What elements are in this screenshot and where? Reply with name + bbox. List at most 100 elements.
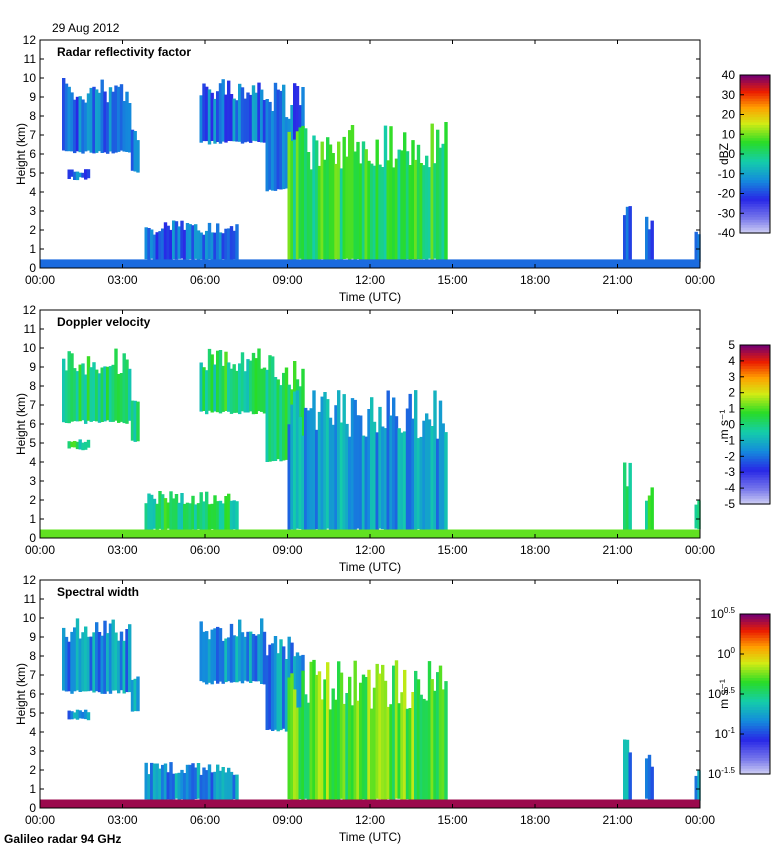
echo-column	[326, 662, 330, 800]
echo-column	[73, 441, 77, 448]
colorbar-unit-label: m s⁻¹	[717, 410, 731, 440]
echo-column	[202, 501, 206, 530]
echo-column	[75, 441, 80, 450]
colorbar-step	[740, 771, 770, 775]
echo-column	[227, 637, 231, 682]
y-tick-label: 8	[29, 379, 36, 393]
colorbar-tick-exponent: -0.5	[721, 686, 735, 695]
colorbar-step	[740, 196, 770, 200]
echo-column	[628, 752, 632, 800]
echo-column	[276, 653, 280, 732]
echo-column	[180, 493, 184, 532]
echo-column	[273, 377, 278, 461]
echo-column	[361, 674, 366, 800]
x-tick-label: 06:00	[190, 813, 220, 827]
echo-column	[416, 438, 421, 529]
echo-column	[383, 680, 388, 801]
echo-column	[414, 670, 418, 803]
echo-column	[694, 504, 698, 529]
echo-column	[251, 352, 256, 415]
echo-column	[78, 439, 82, 450]
echo-column	[282, 372, 286, 461]
echo-column	[119, 631, 124, 691]
y-tick-label: 5	[29, 166, 36, 180]
colorbar-step	[740, 480, 770, 484]
colorbar-step	[740, 140, 770, 144]
x-tick-label: 03:00	[107, 813, 137, 827]
echo-column	[75, 171, 80, 181]
echo-column	[111, 364, 115, 422]
colorbar-step	[740, 619, 770, 623]
colorbar-step	[740, 101, 770, 105]
colorbar-step	[740, 230, 770, 234]
echo-column	[425, 413, 429, 531]
x-tick-label: 18:00	[520, 813, 550, 827]
y-tick-label: 6	[29, 417, 36, 431]
echo-column	[240, 87, 245, 144]
echo-column	[367, 160, 371, 261]
echo-column	[218, 232, 223, 260]
echo-column	[282, 646, 286, 729]
echo-column	[136, 140, 140, 173]
echo-column	[133, 400, 137, 442]
echo-column	[364, 436, 368, 530]
echo-column	[408, 165, 412, 263]
colorbar-step	[740, 180, 770, 184]
echo-column	[205, 770, 209, 801]
colorbar-step	[740, 670, 770, 674]
echo-column	[73, 368, 77, 422]
echo-column	[254, 358, 258, 414]
colorbar-step	[740, 728, 770, 732]
x-tick-label: 00:00	[685, 273, 715, 287]
echo-column	[276, 89, 280, 190]
colorbar-step	[740, 111, 770, 116]
colorbar-step	[740, 654, 770, 658]
echo-column	[345, 156, 349, 259]
echo-column	[375, 663, 379, 799]
echo-column	[345, 423, 349, 530]
colorbar-tick-base: 10	[711, 607, 725, 621]
colorbar-step	[740, 435, 770, 439]
echo-column	[383, 428, 388, 531]
echo-column	[210, 92, 214, 141]
x-tick-label: 18:00	[520, 273, 550, 287]
echo-column	[86, 93, 91, 151]
echo-column	[326, 399, 330, 529]
colorbar-tick-label: -20	[718, 187, 736, 201]
y-tick-label: 1	[29, 512, 36, 526]
colorbar-step	[740, 167, 770, 171]
echo-column	[188, 224, 192, 259]
echo-column	[334, 163, 338, 260]
colorbar-step	[740, 477, 770, 481]
echo-column	[114, 85, 118, 153]
colorbar-step	[740, 90, 770, 94]
colorbar-step	[740, 119, 770, 123]
echo-column	[106, 633, 110, 692]
echo-column	[238, 83, 242, 142]
echo-column	[331, 153, 335, 260]
echo-column	[378, 673, 382, 800]
y-tick-label: 1	[29, 782, 36, 796]
echo-column	[295, 652, 300, 730]
y-tick-label: 5	[29, 436, 36, 450]
echo-column	[158, 231, 162, 260]
echo-column	[224, 351, 228, 411]
echo-column	[95, 622, 99, 692]
y-tick-label: 10	[23, 341, 37, 355]
echo-column	[397, 428, 401, 531]
echo-column	[403, 669, 407, 802]
colorbar-step	[740, 148, 770, 152]
echo-column	[353, 399, 357, 533]
echo-column	[70, 169, 74, 177]
echo-column	[342, 394, 346, 532]
echo-column	[86, 636, 91, 692]
echo-column	[350, 125, 355, 259]
echo-column	[348, 130, 352, 262]
echo-column	[235, 636, 239, 683]
x-tick-label: 00:00	[685, 543, 715, 557]
echo-column	[128, 103, 132, 153]
colorbar-tick-label: 0	[728, 147, 735, 161]
echo-column	[650, 220, 654, 261]
y-tick-label: 2	[29, 763, 36, 777]
